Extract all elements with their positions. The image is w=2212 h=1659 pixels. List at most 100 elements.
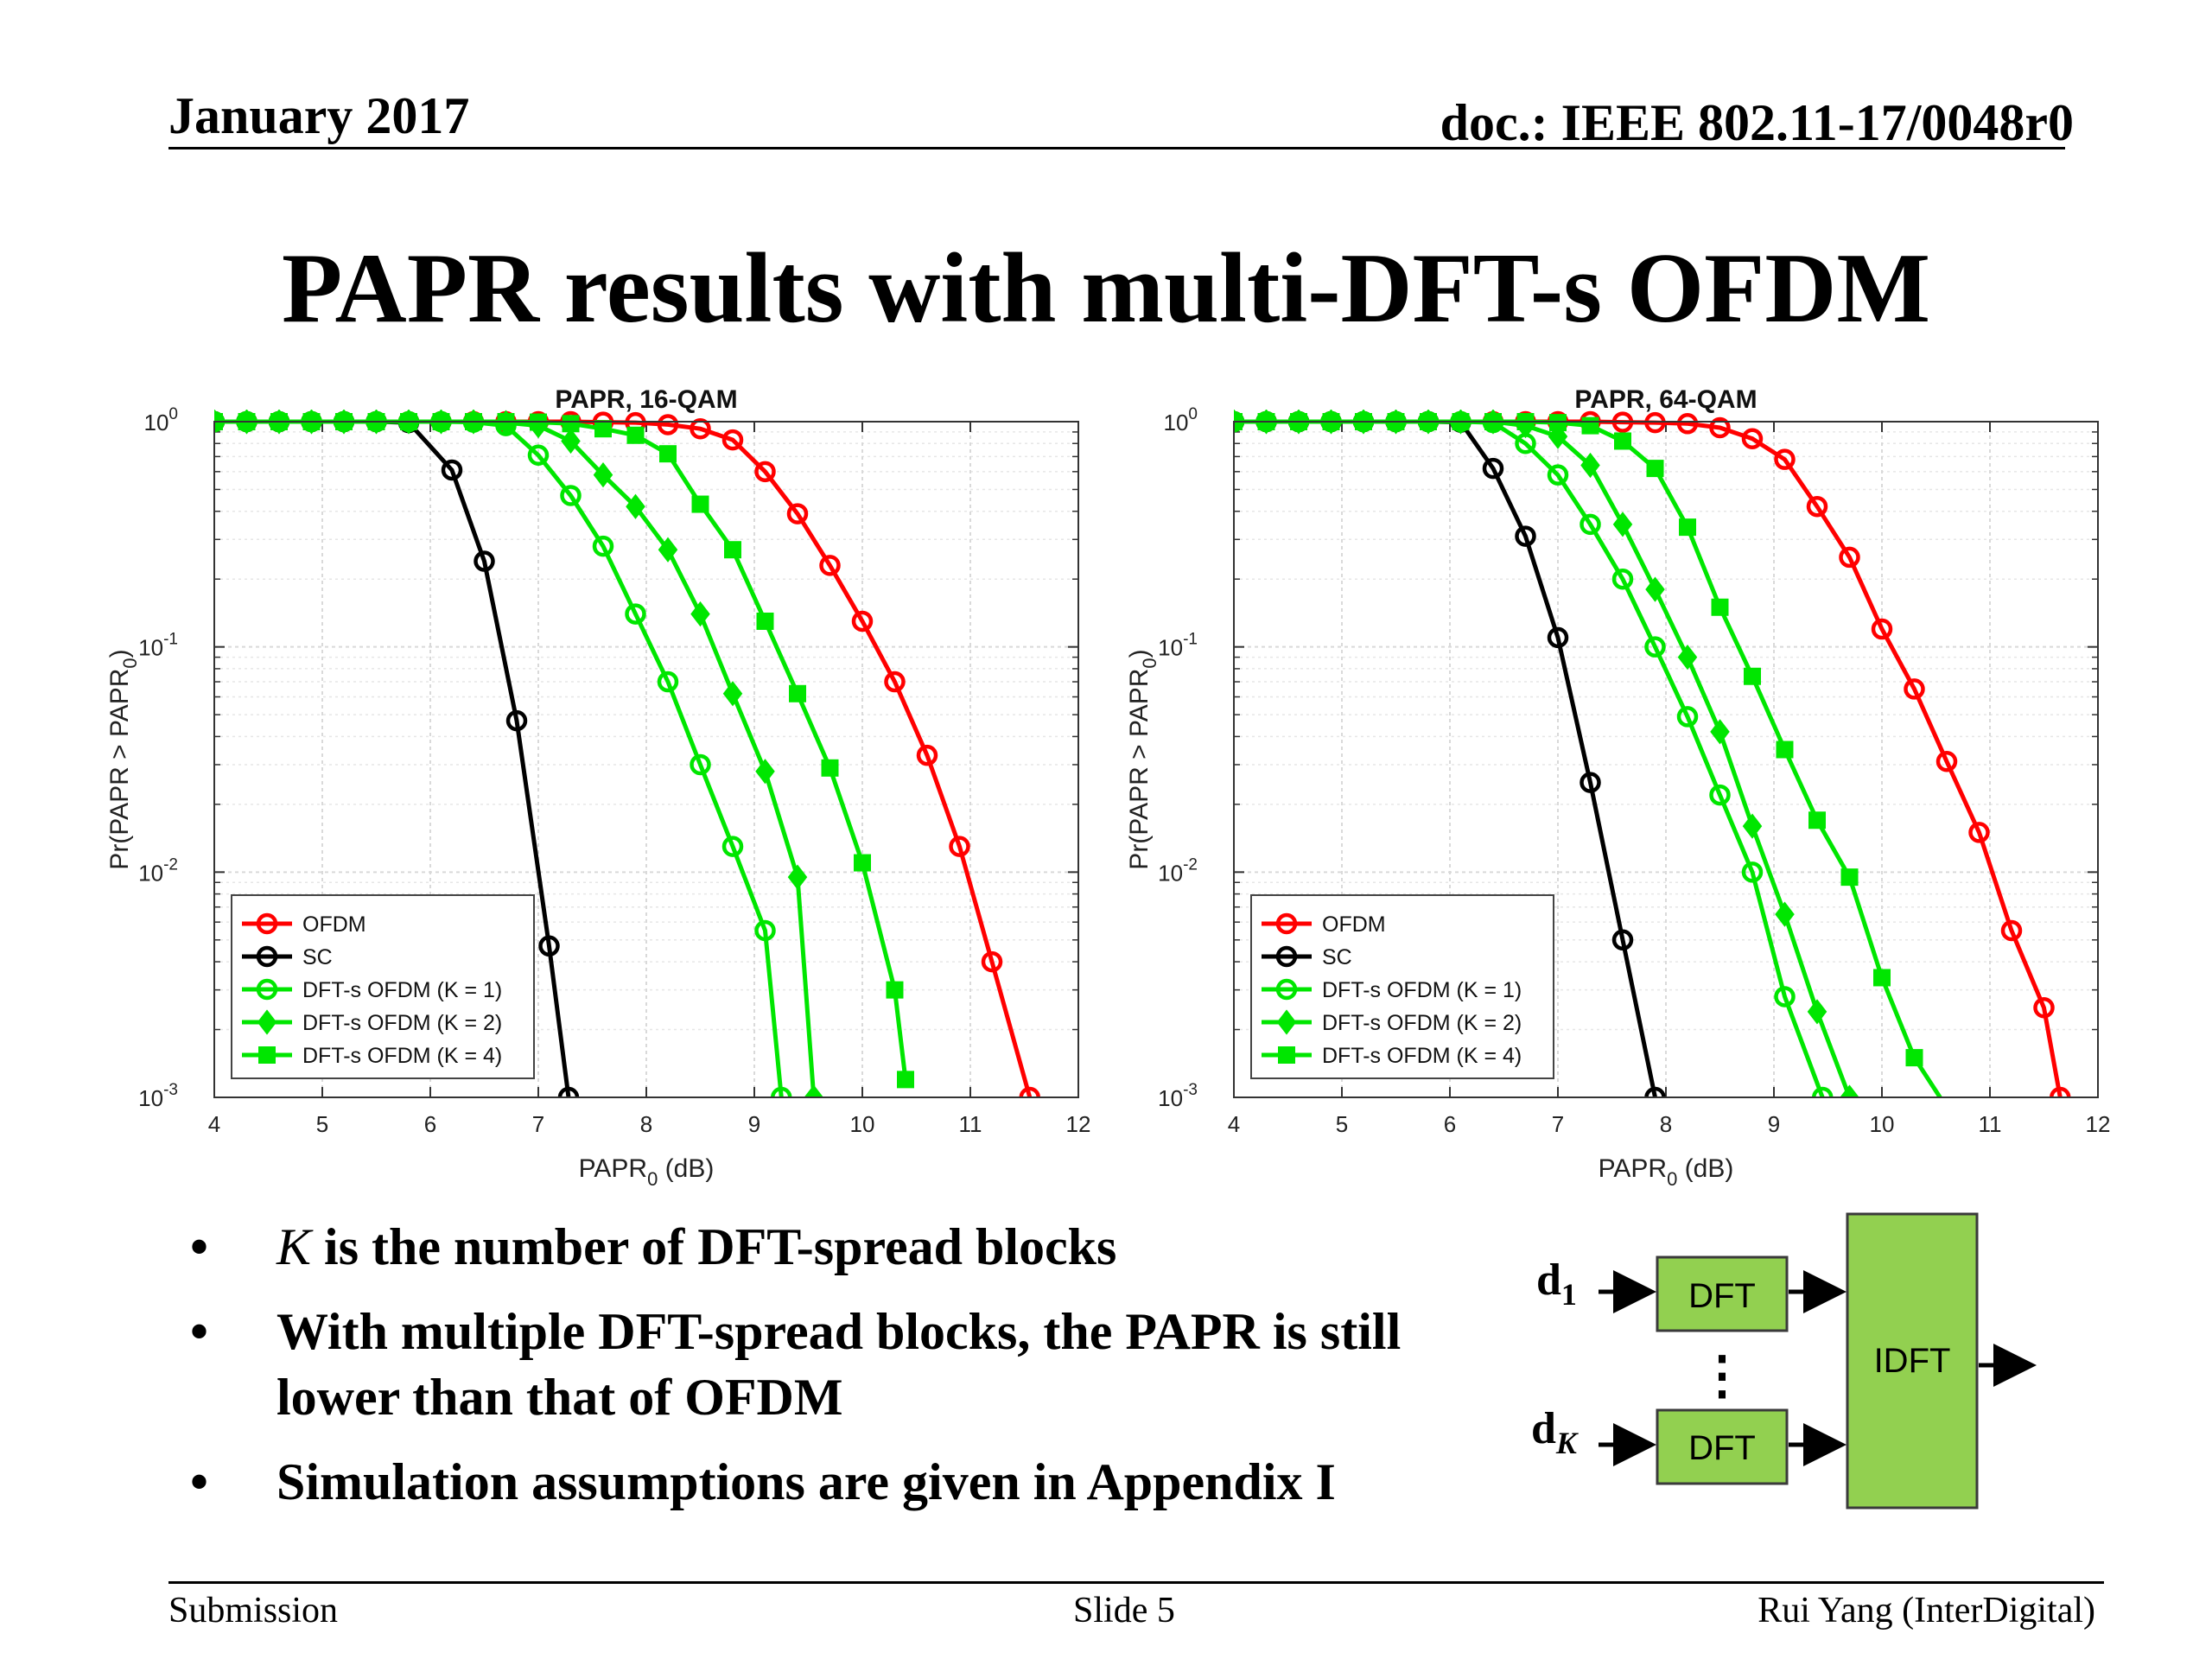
data-point — [1482, 457, 1504, 480]
data-point — [625, 603, 646, 625]
data-point — [1611, 568, 1634, 590]
data-point — [1776, 741, 1794, 759]
x-axis-label-unit: (dB) — [658, 1154, 714, 1183]
data-point — [981, 950, 1003, 973]
data-point — [1612, 512, 1633, 537]
data-point — [258, 1046, 276, 1064]
x-tick-label: 11 — [1979, 1111, 2002, 1137]
y-tick-exponent: -1 — [163, 631, 178, 649]
dft-block-k — [1656, 1408, 1789, 1485]
bullet-item: • Simulation assumptions are given in Ap… — [190, 1449, 1521, 1515]
data-point — [1611, 929, 1634, 951]
y-tick-base: 10 — [1158, 635, 1183, 661]
legend-label: DFT-s OFDM (K = 4) — [302, 1044, 502, 1068]
header-doc-id: doc.: IEEE 802.11-17/0048r0 — [1440, 94, 2074, 151]
data-point — [756, 612, 774, 630]
legend-item: OFDM — [242, 912, 366, 937]
data-point — [1019, 1086, 1040, 1097]
data-point — [1839, 546, 1860, 569]
x-tick-label: 6 — [1444, 1111, 1456, 1137]
y-tick-label: 10-1 — [1158, 631, 1198, 661]
y-tick-exponent: -2 — [1183, 855, 1198, 874]
bullet-symbol: • — [190, 1303, 209, 1360]
legend-item: DFT-s OFDM (K = 2) — [242, 1009, 502, 1035]
legend-item: DFT-s OFDM (K = 1) — [242, 978, 502, 1002]
data-point — [1515, 525, 1536, 547]
data-point — [1547, 626, 1569, 649]
x-tick-label: 7 — [532, 1111, 544, 1137]
data-point — [561, 428, 581, 454]
y-tick-label: 100 — [144, 405, 179, 435]
y-tick-exponent: 0 — [1188, 405, 1198, 423]
x-tick-label: 8 — [1660, 1111, 1672, 1137]
legend-label: DFT-s OFDM (K = 2) — [302, 1011, 502, 1035]
data-point — [1549, 414, 1567, 432]
footer-submission: Submission — [168, 1591, 339, 1630]
legend-label: DFT-s OFDM (K = 2) — [1322, 1011, 1522, 1035]
x-axis-label-sub: 0 — [1667, 1168, 1677, 1190]
data-point — [1580, 513, 1601, 536]
y-tick-base: 10 — [1158, 860, 1183, 886]
data-point — [1808, 811, 1826, 830]
legend-item: DFT-s OFDM (K = 4) — [1262, 1044, 1522, 1068]
data-point — [1742, 813, 1763, 839]
data-point — [789, 684, 806, 702]
dft-block-k-label: DFT — [1688, 1429, 1756, 1467]
input-label-d1: d1 — [1536, 1255, 1577, 1312]
data-point — [1677, 644, 1698, 671]
data-point — [1968, 822, 1990, 843]
footer-divider — [168, 1581, 2104, 1584]
data-point — [256, 945, 278, 968]
data-point — [1936, 751, 1958, 772]
data-point — [1275, 945, 1298, 968]
legend-item: OFDM — [1262, 912, 1386, 937]
slide-title: PAPR results with multi-DFT-s OFDM — [281, 233, 1931, 343]
y-tick-base: 10 — [138, 635, 163, 661]
y-axis-label: Pr(PAPR > PAPR0) — [1125, 649, 1160, 869]
x-tick-label: 12 — [2086, 1111, 2111, 1137]
series-group — [214, 410, 1040, 1097]
dft-block-1 — [1656, 1255, 1789, 1332]
data-point — [2033, 997, 2055, 1019]
data-point — [851, 610, 874, 632]
data-point — [1709, 416, 1731, 439]
x-tick-label: 8 — [640, 1111, 652, 1137]
data-point — [1840, 1084, 1859, 1097]
data-point — [884, 671, 906, 693]
data-point — [1276, 1009, 1297, 1035]
chart-title: PAPR, 64-QAM — [1574, 385, 1757, 414]
x-tick-label: 12 — [1066, 1111, 1091, 1137]
x-tick-label: 9 — [748, 1111, 760, 1137]
data-point — [819, 555, 841, 576]
data-point — [1580, 772, 1601, 793]
data-point — [2000, 919, 2023, 942]
data-point — [257, 1009, 277, 1035]
x-axis-label-sub: 0 — [647, 1168, 658, 1190]
data-point — [592, 535, 614, 557]
legend-label: OFDM — [302, 912, 366, 937]
legend-label: SC — [302, 945, 333, 969]
legend-item: DFT-s OFDM (K = 4) — [242, 1044, 502, 1068]
x-axis-label: PAPR0 (dB) — [1599, 1154, 1734, 1190]
x-tick-label: 5 — [316, 1111, 328, 1137]
y-tick-base: 10 — [144, 410, 169, 435]
y-tick-exponent: -1 — [1183, 631, 1198, 649]
data-point — [1645, 576, 1665, 602]
y-tick-exponent: 0 — [168, 405, 178, 423]
data-point — [474, 550, 495, 572]
idft-block-label: IDFT — [1874, 1342, 1951, 1380]
data-point — [1644, 1086, 1666, 1097]
data-point — [1711, 598, 1729, 616]
data-point — [724, 541, 741, 559]
y-axis-label: Pr(PAPR > PAPR0) — [105, 649, 141, 869]
footer-author: Rui Yang (InterDigital) — [1758, 1591, 2095, 1630]
data-point — [916, 744, 938, 766]
data-point — [1807, 999, 1827, 1025]
data-point — [755, 759, 775, 785]
y-tick-label: 10-3 — [1158, 1081, 1198, 1111]
data-point — [886, 981, 904, 999]
idft-block — [1846, 1212, 1979, 1510]
data-point — [1676, 413, 1699, 435]
y-tick-base: 10 — [1158, 1085, 1183, 1111]
data-point — [557, 1086, 580, 1097]
